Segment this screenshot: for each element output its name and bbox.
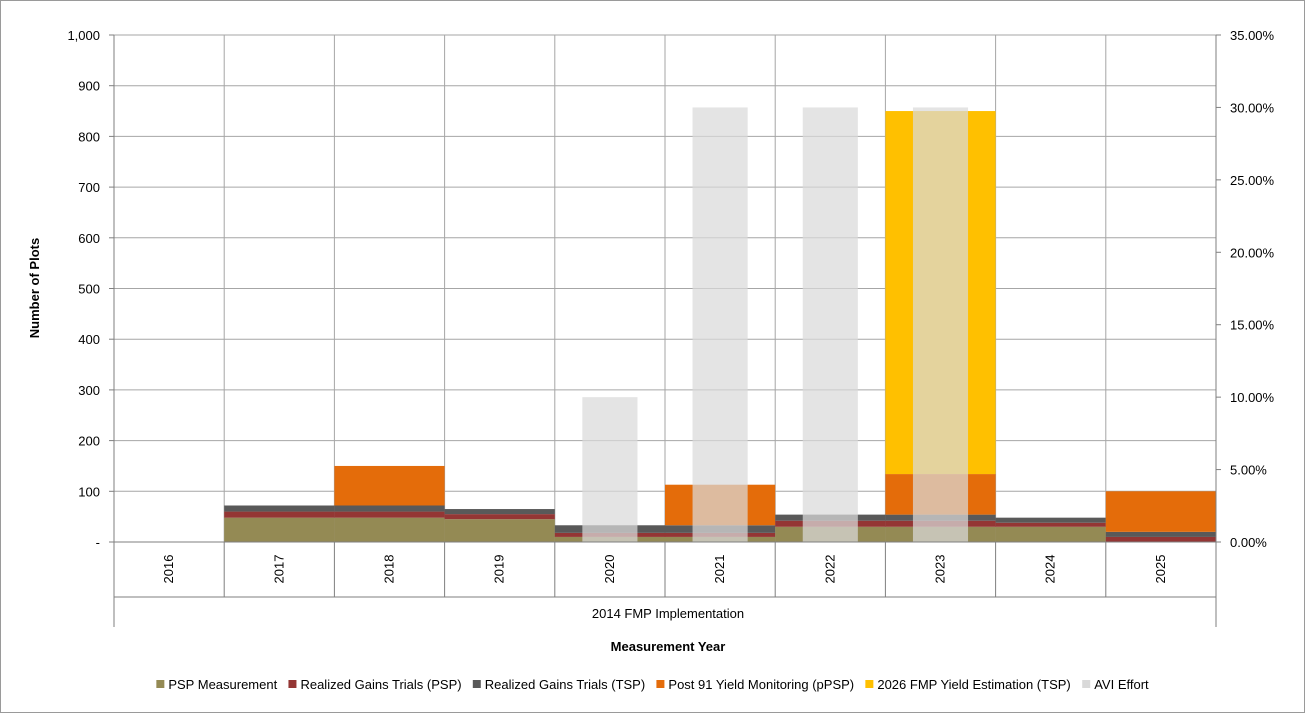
y2-tick-label: 20.00% <box>1230 245 1275 260</box>
y-tick-label: 200 <box>78 434 100 449</box>
bar-avi-effort-2021 <box>692 107 748 542</box>
y-tick-label: 100 <box>78 484 100 499</box>
x-axis-title: Measurement Year <box>611 639 726 654</box>
bar-avi-effort-2023 <box>912 107 969 542</box>
y-tick-label: 900 <box>78 79 100 94</box>
bar-psp-measurement-2019 <box>444 519 555 542</box>
legend-label-realized-gains-trials-psp-: Realized Gains Trials (PSP) <box>300 677 461 692</box>
y2-tick-label: 0.00% <box>1230 535 1267 550</box>
x-tick-label: 2024 <box>1043 555 1058 584</box>
x-tick-label: 2017 <box>271 555 286 584</box>
y-tick-label: 600 <box>78 231 100 246</box>
y2-tick-label: 5.00% <box>1230 463 1267 478</box>
legend-label-2026-fmp-yield-estimation-tsp-: 2026 FMP Yield Estimation (TSP) <box>877 677 1070 692</box>
y-tick-label: - <box>96 535 100 550</box>
bar-realized-gains-trials-tsp--2019 <box>444 509 555 515</box>
x-tick-label: 2016 <box>161 555 176 584</box>
legend-swatch-psp-measurement <box>156 680 165 688</box>
bar-realized-gains-trials-tsp--2025 <box>1105 531 1216 537</box>
y2-tick-label: 25.00% <box>1230 173 1275 188</box>
x-tick-label: 2020 <box>602 555 617 584</box>
legend-swatch-realized-gains-trials-psp- <box>288 680 297 688</box>
y2-tick-label: 30.00% <box>1230 100 1275 115</box>
gridlines <box>113 34 1217 543</box>
y2-tick-label: 35.00% <box>1230 28 1275 43</box>
avi-effort-overlay <box>582 107 969 542</box>
y-tick-label: 700 <box>78 180 100 195</box>
y-tick-label: 1,000 <box>67 28 100 43</box>
y2-tick-labels: 0.00% 5.00% 10.00% 15.00% 20.00% 25.00% 30.00%… <box>1230 28 1275 550</box>
bar-avi-effort-2022 <box>802 107 858 542</box>
y2-tick-label: 10.00% <box>1230 390 1275 405</box>
legend-swatch-2026-fmp-yield-estimation-tsp- <box>865 680 874 688</box>
legend-label-psp-measurement: PSP Measurement <box>168 677 277 692</box>
bar-psp-measurement-2017 <box>224 517 335 542</box>
bar-realized-gains-trials-psp--2019 <box>444 514 555 520</box>
legend: PSP Measurement Realized Gains Trials (PS… <box>156 677 1149 692</box>
bar-realized-gains-trials-psp--2018 <box>334 511 445 518</box>
bar-post-91-yield-monitoring-ppsp--2018 <box>334 465 445 506</box>
legend-swatch-realized-gains-trials-tsp- <box>472 680 481 688</box>
bar-psp-measurement-2018 <box>334 517 445 542</box>
legend-label-realized-gains-trials-tsp-: Realized Gains Trials (TSP) <box>485 677 645 692</box>
bar-realized-gains-trials-tsp--2024 <box>995 517 1106 523</box>
x-tick-label: 2025 <box>1153 555 1168 584</box>
bar-psp-measurement-2024 <box>995 526 1106 542</box>
bar-realized-gains-trials-psp--2025 <box>1105 536 1216 542</box>
bar-realized-gains-trials-psp--2024 <box>995 522 1106 527</box>
x-tick-label: 2019 <box>492 555 507 584</box>
x-tick-labels: 2016 2017 2018 2019 2020 2021 2022 2023 2024 2025 <box>161 555 1168 584</box>
bar-realized-gains-trials-psp--2017 <box>224 511 335 518</box>
x-group-label: 2014 FMP Implementation <box>592 606 744 621</box>
x-tick-label: 2022 <box>822 555 837 584</box>
axes <box>109 34 1221 627</box>
y-tick-label: 800 <box>78 129 100 144</box>
y-tick-label: 300 <box>78 383 100 398</box>
legend-label-avi-effort: AVI Effort <box>1094 677 1149 692</box>
y-tick-labels: - 100 200 300 400 500 600 700 800 900 1,000 <box>67 28 100 550</box>
x-tick-label: 2018 <box>382 555 397 584</box>
bar-realized-gains-trials-tsp--2017 <box>224 505 335 512</box>
bar-realized-gains-trials-tsp--2018 <box>334 505 445 512</box>
legend-swatch-avi-effort <box>1082 680 1091 688</box>
y-axis-title: Number of Plots <box>27 238 42 338</box>
bar-avi-effort-2020 <box>582 397 638 542</box>
legend-swatch-post-91-yield-monitoring-ppsp- <box>656 680 665 688</box>
y2-tick-label: 15.00% <box>1230 318 1275 333</box>
bar-post-91-yield-monitoring-ppsp--2025 <box>1105 491 1216 532</box>
y-tick-label: 500 <box>78 282 100 297</box>
y-tick-label: 400 <box>78 332 100 347</box>
legend-label-post-91-yield-monitoring-ppsp-: Post 91 Yield Monitoring (pPSP) <box>668 677 854 692</box>
x-tick-label: 2021 <box>712 555 727 584</box>
x-tick-label: 2023 <box>933 555 948 584</box>
